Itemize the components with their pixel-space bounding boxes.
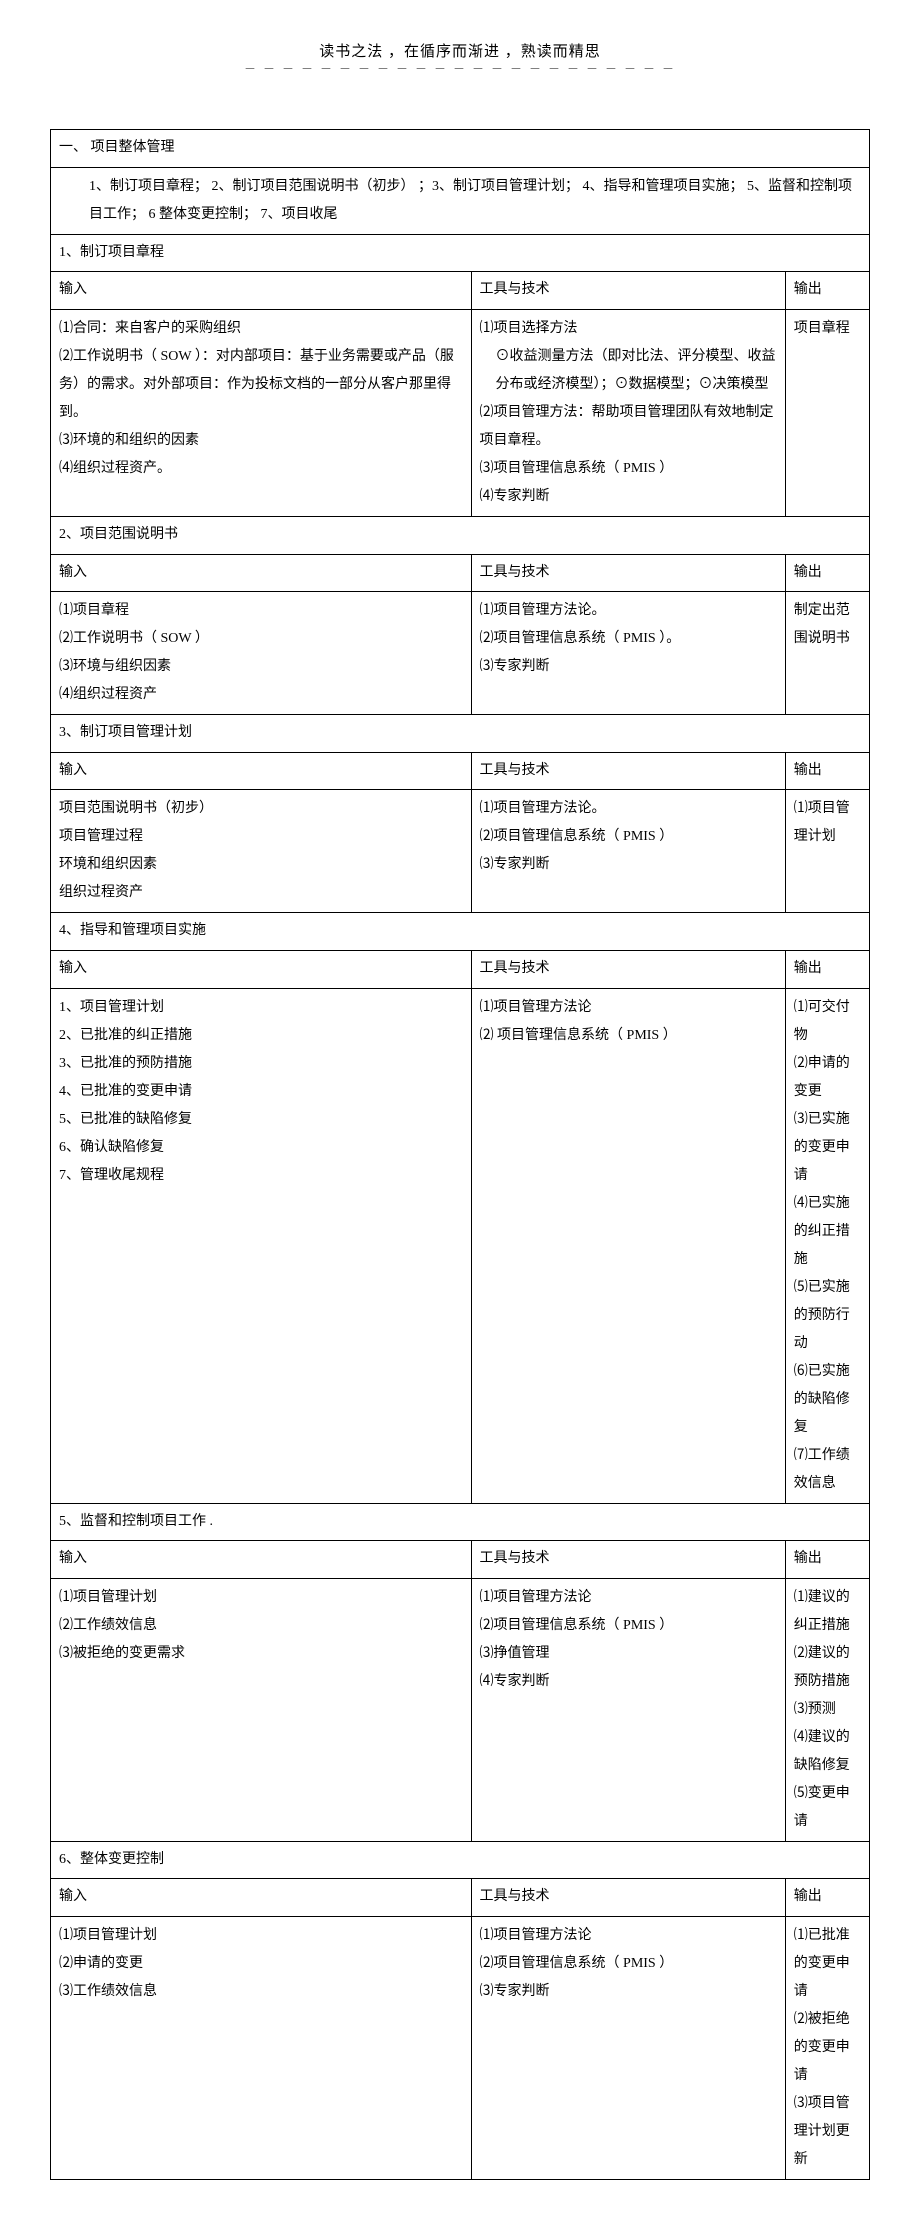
s1-tools: ⑴项目选择方法⊙收益测量方法（即对比法、评分模型、收益分布或经济模型）；⊙数据模… xyxy=(471,309,785,516)
s3-inputs: 项目范围说明书（初步）项目管理过程环境和组织因素组织过程资产 xyxy=(51,790,472,913)
s6-outputs: ⑴已批准的变更申请⑵被拒绝的变更申请⑶项目管理计划更新 xyxy=(785,1916,869,2179)
s2-h-output: 输出 xyxy=(785,554,869,592)
s3-h-input: 输入 xyxy=(51,752,472,790)
section-4-title: 4、指导和管理项目实施 xyxy=(51,913,870,951)
s5-h-output: 输出 xyxy=(785,1541,869,1579)
s4-h-tools: 工具与技术 xyxy=(471,950,785,988)
s6-h-tools: 工具与技术 xyxy=(471,1879,785,1917)
s5-h-input: 输入 xyxy=(51,1541,472,1579)
s4-tools: ⑴项目管理方法论⑵ 项目管理信息系统（ PMIS ） xyxy=(471,988,785,1503)
s4-outputs: ⑴可交付物⑵申请的变更⑶已实施的变更申请⑷已实施的纠正措施⑸已实施的预防行动⑹已… xyxy=(785,988,869,1503)
s3-outputs: ⑴项目管理计划 xyxy=(785,790,869,913)
s4-h-output: 输出 xyxy=(785,950,869,988)
s6-tools: ⑴项目管理方法论⑵项目管理信息系统（ PMIS ）⑶专家判断 xyxy=(471,1916,785,2179)
intro-text: 1、制订项目章程； 2、制订项目范围说明书（初步） ；3、制订项目管理计划； 4… xyxy=(51,167,870,234)
section-1-title: 1、制订项目章程 xyxy=(51,234,870,272)
s3-h-tools: 工具与技术 xyxy=(471,752,785,790)
s3-tools: ⑴项目管理方法论。⑵项目管理信息系统（ PMIS ）⑶专家判断 xyxy=(471,790,785,913)
s2-inputs: ⑴项目章程⑵工作说明书（ SOW ）⑶环境与组织因素⑷组织过程资产 xyxy=(51,592,472,715)
s5-inputs: ⑴项目管理计划⑵工作绩效信息⑶被拒绝的变更需求 xyxy=(51,1578,472,1841)
s5-tools: ⑴项目管理方法论⑵项目管理信息系统（ PMIS ）⑶挣值管理⑷专家判断 xyxy=(471,1578,785,1841)
s1-inputs: ⑴合同：来自客户的采购组织⑵工作说明书（ SOW ）：对内部项目：基于业务需要或… xyxy=(51,309,472,516)
s5-outputs: ⑴建议的纠正措施⑵建议的预防措施⑶预测⑷建议的缺陷修复⑸变更申请 xyxy=(785,1578,869,1841)
s6-h-input: 输入 xyxy=(51,1879,472,1917)
s1-h-input: 输入 xyxy=(51,272,472,310)
section-5-title: 5、监督和控制项目工作 . xyxy=(51,1503,870,1541)
section-2-title: 2、项目范围说明书 xyxy=(51,516,870,554)
s3-h-output: 输出 xyxy=(785,752,869,790)
s2-outputs: 制定出范围说明书 xyxy=(785,592,869,715)
s5-h-tools: 工具与技术 xyxy=(471,1541,785,1579)
s2-h-input: 输入 xyxy=(51,554,472,592)
s1-h-tools: 工具与技术 xyxy=(471,272,785,310)
main-table: 一、 项目整体管理 1、制订项目章程； 2、制订项目范围说明书（初步） ；3、制… xyxy=(50,129,870,2180)
s2-tools: ⑴项目管理方法论。⑵项目管理信息系统（ PMIS ）。⑶专家判断 xyxy=(471,592,785,715)
s2-h-tools: 工具与技术 xyxy=(471,554,785,592)
section-6-title: 6、整体变更控制 xyxy=(51,1841,870,1879)
s1-outputs: 项目章程 xyxy=(785,309,869,516)
header-underline: － － － － － － － － － － － － － － － － － － － － … xyxy=(50,60,870,79)
s1-h-output: 输出 xyxy=(785,272,869,310)
main-title: 一、 项目整体管理 xyxy=(51,130,870,168)
s4-inputs: 1、项目管理计划2、已批准的纠正措施3、已批准的预防措施4、已批准的变更申请5、… xyxy=(51,988,472,1503)
s6-inputs: ⑴项目管理计划⑵申请的变更⑶工作绩效信息 xyxy=(51,1916,472,2179)
section-3-title: 3、制订项目管理计划 xyxy=(51,715,870,753)
s6-h-output: 输出 xyxy=(785,1879,869,1917)
s4-h-input: 输入 xyxy=(51,950,472,988)
